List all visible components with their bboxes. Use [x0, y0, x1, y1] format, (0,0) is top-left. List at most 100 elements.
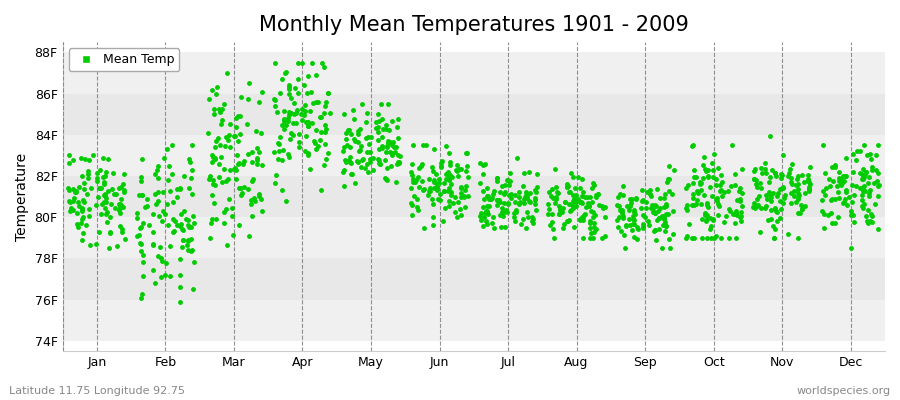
- Point: [359, 119, 374, 125]
- Point: [527, 200, 542, 207]
- Point: [522, 198, 536, 204]
- Point: [223, 166, 238, 173]
- Point: [382, 149, 397, 155]
- Point: [406, 179, 420, 186]
- Point: [801, 185, 815, 192]
- Point: [74, 155, 88, 161]
- Point: [660, 179, 674, 186]
- Point: [233, 131, 248, 137]
- Point: [507, 214, 521, 220]
- Point: [730, 211, 744, 218]
- Point: [733, 198, 747, 204]
- Point: [229, 176, 243, 182]
- Point: [612, 203, 626, 209]
- Point: [404, 169, 419, 175]
- Point: [148, 171, 162, 178]
- Point: [181, 217, 195, 223]
- Point: [713, 182, 727, 188]
- Point: [418, 186, 432, 192]
- Point: [182, 156, 196, 162]
- Point: [173, 185, 187, 192]
- Point: [217, 101, 231, 107]
- Point: [285, 120, 300, 126]
- Point: [560, 218, 574, 224]
- Point: [626, 220, 641, 227]
- Point: [374, 116, 389, 122]
- Point: [446, 200, 461, 206]
- Point: [484, 196, 499, 202]
- Point: [777, 195, 791, 201]
- Point: [575, 189, 590, 196]
- Point: [679, 235, 693, 241]
- Point: [565, 198, 580, 204]
- Point: [643, 190, 657, 197]
- Point: [225, 205, 239, 211]
- Point: [176, 208, 191, 214]
- Point: [70, 209, 85, 216]
- Point: [574, 192, 589, 199]
- Point: [427, 146, 441, 152]
- Point: [98, 173, 112, 180]
- Point: [789, 199, 804, 206]
- Point: [337, 111, 351, 118]
- Point: [430, 185, 445, 191]
- Point: [791, 196, 806, 202]
- Point: [99, 199, 113, 205]
- Point: [856, 205, 870, 211]
- Point: [476, 162, 491, 168]
- Point: [230, 113, 245, 119]
- Point: [245, 148, 259, 155]
- Point: [181, 222, 195, 228]
- Point: [662, 162, 676, 169]
- Point: [788, 182, 803, 188]
- Point: [388, 148, 402, 155]
- Point: [802, 178, 816, 185]
- Point: [156, 189, 170, 196]
- Point: [244, 201, 258, 207]
- Point: [314, 60, 328, 66]
- Point: [389, 144, 403, 150]
- Point: [552, 203, 566, 210]
- Point: [528, 194, 543, 201]
- Point: [115, 228, 130, 235]
- Point: [560, 184, 574, 190]
- Point: [214, 117, 229, 124]
- Point: [541, 211, 555, 218]
- Point: [696, 175, 710, 182]
- Point: [215, 106, 230, 112]
- Point: [236, 160, 250, 167]
- Point: [442, 203, 456, 209]
- Point: [416, 142, 430, 148]
- Point: [729, 210, 743, 216]
- Point: [148, 280, 163, 286]
- Point: [386, 144, 400, 150]
- Point: [69, 188, 84, 194]
- Point: [776, 200, 790, 206]
- Point: [768, 170, 782, 176]
- Point: [573, 215, 588, 222]
- Point: [865, 167, 879, 174]
- Point: [428, 180, 443, 186]
- Point: [767, 235, 781, 241]
- Point: [691, 190, 706, 196]
- Point: [421, 192, 436, 199]
- Point: [279, 197, 293, 204]
- Point: [343, 159, 357, 165]
- Point: [202, 96, 216, 102]
- Point: [409, 176, 423, 183]
- Point: [217, 209, 231, 216]
- Point: [558, 199, 572, 206]
- Point: [152, 213, 166, 220]
- Point: [500, 177, 514, 184]
- Point: [352, 146, 366, 153]
- Point: [304, 60, 319, 66]
- Point: [284, 136, 298, 142]
- Point: [584, 208, 598, 214]
- Point: [519, 193, 534, 199]
- Point: [276, 118, 291, 124]
- Point: [730, 196, 744, 203]
- Point: [286, 132, 301, 139]
- Point: [62, 198, 77, 204]
- Point: [255, 88, 269, 95]
- Point: [75, 205, 89, 211]
